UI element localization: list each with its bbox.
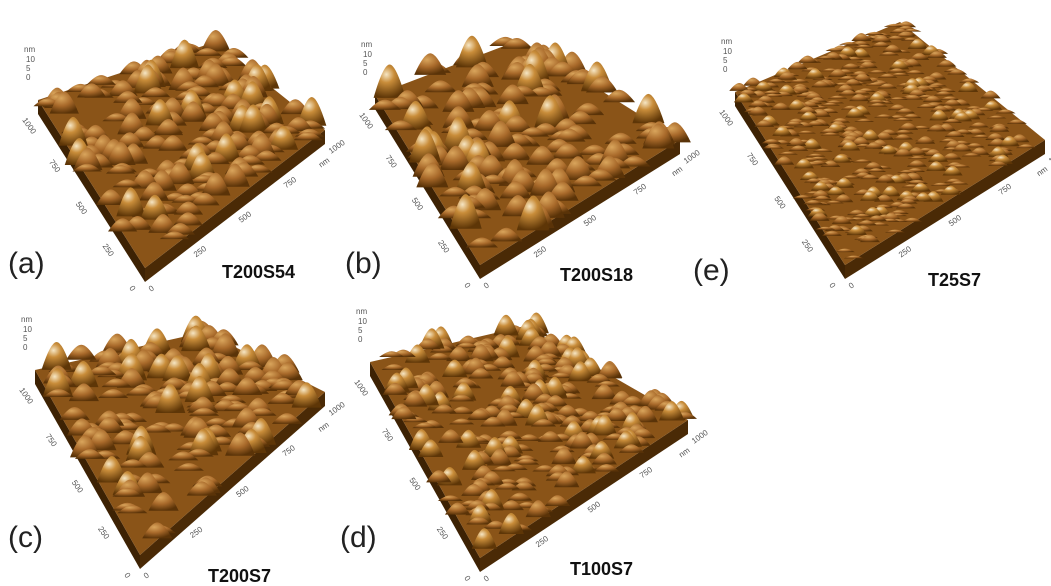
z-tick-label: 10 — [723, 47, 732, 56]
x-tick-label: 0 — [847, 280, 856, 290]
z-unit: nm — [24, 45, 35, 54]
sample-name: T200S7 — [208, 566, 271, 586]
x-unit: nm — [677, 445, 692, 459]
y-tick-label: 1000 — [352, 378, 370, 398]
z-unit: nm — [21, 315, 32, 324]
y-tick-label: 500 — [74, 200, 89, 217]
x-tick-label: 500 — [234, 484, 251, 499]
x-tick-label: 1000 — [682, 148, 702, 166]
x-tick-label: 500 — [586, 499, 603, 514]
y-tick-label: 750 — [745, 151, 760, 168]
y-tick-label: 1000 — [17, 386, 35, 406]
z-tick-label: 5 — [723, 56, 728, 65]
y-tick-label: 0 — [462, 574, 472, 583]
y-tick-label: 0 — [462, 281, 472, 290]
x-unit: nm — [670, 164, 685, 178]
x-tick-label: 500 — [237, 209, 254, 224]
y-tick-label: 250 — [96, 525, 111, 542]
y-tick-label: 0 — [122, 571, 132, 580]
x-tick-label: 750 — [282, 175, 299, 190]
afm-surface: 1050nm02505007501000nm02505007501000 — [20, 30, 347, 294]
surface-peak — [414, 53, 446, 75]
x-tick-label: 1000 — [1047, 148, 1051, 166]
y-tick-label: 250 — [101, 242, 116, 259]
y-tick-label: 250 — [800, 238, 815, 255]
sample-name: T100S7 — [570, 559, 633, 579]
z-unit: nm — [721, 37, 732, 46]
z-tick-label: 5 — [363, 59, 368, 68]
x-unit: nm — [1035, 164, 1050, 178]
x-unit: nm — [317, 155, 332, 169]
sample-name: T200S54 — [222, 262, 295, 282]
panel-label: (e) — [693, 254, 730, 287]
y-tick-label: 0 — [827, 281, 837, 290]
y-tick-label: 500 — [407, 476, 422, 493]
x-tick-label: 250 — [897, 244, 914, 259]
panel-label: (b) — [345, 247, 382, 280]
z-tick-label: 10 — [358, 317, 367, 326]
x-tick-label: 0 — [482, 573, 491, 583]
y-tick-label: 500 — [772, 194, 787, 211]
y-tick-label: 750 — [380, 427, 395, 444]
afm-surface: 1050nm02505007501000nm02505007501000 — [17, 315, 347, 581]
x-tick-label: 0 — [147, 283, 156, 293]
x-tick-label: 250 — [188, 525, 205, 540]
surfaces: 1050nm02505007501000nm025050075010001050… — [17, 21, 1051, 583]
x-tick-label: 1000 — [327, 400, 347, 418]
x-tick-label: 0 — [482, 280, 491, 290]
z-tick-label: 10 — [363, 50, 372, 59]
y-tick-label: 250 — [436, 238, 451, 255]
y-tick-label: 250 — [435, 525, 450, 542]
y-tick-label: 0 — [127, 284, 137, 293]
x-tick-label: 1000 — [327, 138, 347, 156]
x-tick-label: 750 — [638, 465, 655, 480]
z-tick-label: 0 — [23, 343, 28, 352]
z-tick-label: 0 — [358, 335, 363, 344]
x-tick-label: 750 — [632, 182, 649, 197]
sample-name: T200S18 — [560, 265, 633, 285]
surface-peak — [632, 94, 664, 123]
z-tick-label: 5 — [26, 64, 31, 73]
y-tick-label: 1000 — [717, 108, 735, 128]
surface-peak — [41, 342, 71, 370]
z-unit: nm — [361, 40, 372, 49]
x-tick-label: 0 — [142, 570, 151, 580]
z-tick-label: 0 — [26, 73, 31, 82]
panel-label: (c) — [8, 521, 43, 554]
y-tick-label: 1000 — [357, 111, 375, 131]
surface-peak — [201, 30, 230, 51]
x-tick-label: 500 — [582, 213, 599, 228]
sample-name: T25S7 — [928, 270, 981, 290]
y-tick-label: 750 — [384, 153, 399, 170]
z-unit: nm — [356, 307, 367, 316]
z-tick-label: 0 — [723, 65, 728, 74]
y-tick-label: 500 — [70, 478, 85, 495]
surface-peak — [66, 345, 96, 360]
x-tick-label: 250 — [532, 244, 549, 259]
y-tick-label: 750 — [44, 432, 59, 449]
x-tick-label: 1000 — [690, 428, 710, 446]
z-tick-label: 0 — [363, 68, 368, 77]
x-unit: nm — [316, 420, 331, 434]
surface-peak — [493, 315, 518, 336]
afm-surface: 1050nm02505007501000nm02505007501000 — [352, 307, 710, 584]
afm-surface: 1050nm02505007501000nm02505007501000 — [357, 36, 702, 291]
x-tick-label: 500 — [947, 213, 964, 228]
z-tick-label: 5 — [358, 326, 363, 335]
panel-label: (d) — [340, 521, 377, 554]
z-tick-label: 10 — [23, 325, 32, 334]
x-tick-label: 250 — [534, 534, 551, 549]
x-tick-label: 250 — [192, 244, 209, 259]
y-tick-label: 750 — [47, 158, 62, 175]
panel-label: (a) — [8, 247, 45, 280]
surface-peak — [374, 64, 406, 97]
x-tick-label: 750 — [997, 182, 1014, 197]
z-tick-label: 10 — [26, 55, 35, 64]
y-tick-label: 1000 — [20, 116, 38, 136]
figure: 1050nm02505007501000nm025050075010001050… — [0, 0, 1051, 586]
x-tick-label: 750 — [281, 443, 298, 458]
z-tick-label: 5 — [23, 334, 28, 343]
y-tick-label: 500 — [410, 196, 425, 213]
